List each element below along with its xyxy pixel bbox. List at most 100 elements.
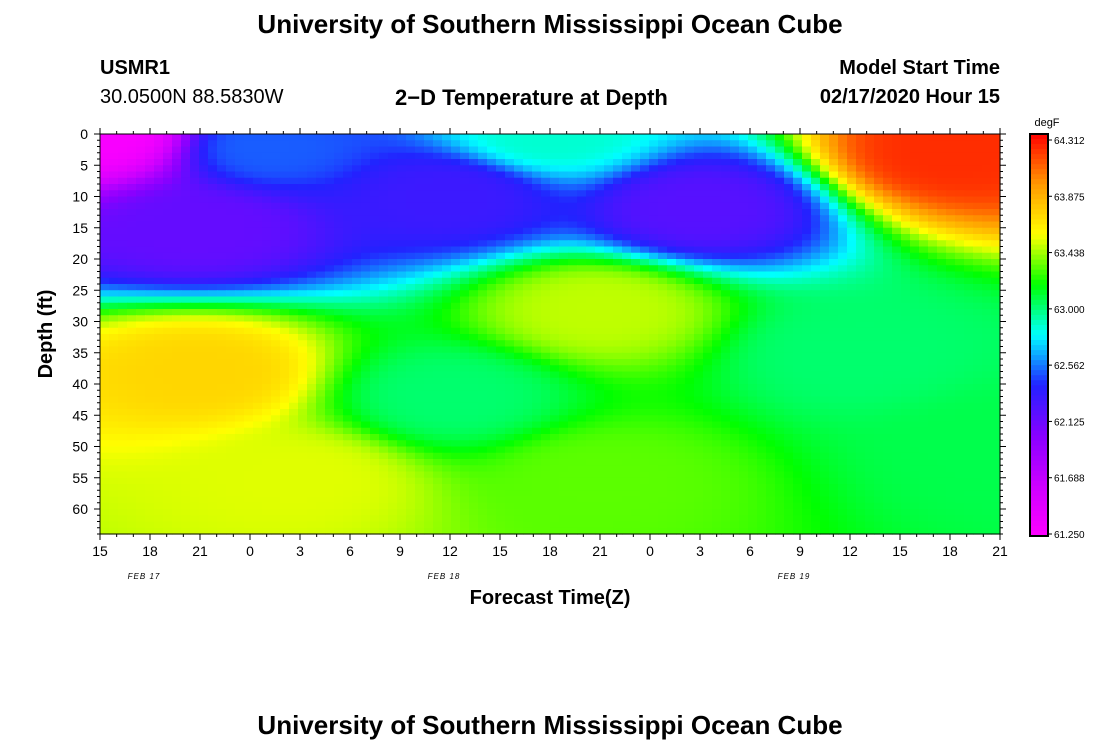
chart-title: University of Southern Mississippi Ocean… bbox=[257, 9, 843, 39]
x-date-label: FEB 17 bbox=[128, 572, 161, 581]
x-tick-label: 9 bbox=[796, 543, 804, 559]
colorbar-segment bbox=[1030, 480, 1048, 487]
colorbar-segment bbox=[1030, 289, 1048, 296]
model-start-value: 02/17/2020 Hour 15 bbox=[819, 86, 1000, 108]
colorbar-segment bbox=[1030, 304, 1048, 311]
x-tick-label: 15 bbox=[892, 543, 908, 559]
colorbar-segment bbox=[1030, 139, 1048, 145]
x-tick-label: 18 bbox=[542, 543, 558, 559]
y-tick-label: 35 bbox=[72, 345, 88, 361]
colorbar-segment bbox=[1030, 425, 1048, 432]
colorbar-segment bbox=[1030, 264, 1048, 271]
y-tick-label: 50 bbox=[72, 439, 88, 455]
colorbar-segment bbox=[1030, 284, 1048, 291]
colorbar-segment bbox=[1030, 159, 1048, 165]
colorbar-label: 62.562 bbox=[1054, 361, 1085, 372]
colorbar-segment bbox=[1030, 329, 1048, 336]
x-tick-label: 3 bbox=[296, 543, 304, 559]
footer-title: University of Southern Mississippi Ocean… bbox=[257, 710, 843, 740]
colorbar-segment bbox=[1030, 249, 1048, 256]
x-tick-label: 15 bbox=[492, 543, 508, 559]
colorbar-segment bbox=[1030, 390, 1048, 396]
colorbar-segment bbox=[1030, 194, 1048, 200]
colorbar-segment bbox=[1030, 189, 1048, 195]
y-tick-label: 45 bbox=[72, 407, 88, 423]
x-tick-label: 6 bbox=[346, 543, 354, 559]
colorbar-segment bbox=[1030, 340, 1048, 346]
y-tick-label: 20 bbox=[72, 251, 88, 267]
colorbar-segment bbox=[1030, 395, 1048, 401]
colorbar-segment bbox=[1030, 365, 1048, 371]
colorbar-segment bbox=[1030, 505, 1048, 512]
colorbar-segment bbox=[1030, 204, 1048, 210]
x-tick-label: 21 bbox=[192, 543, 208, 559]
colorbar-segment bbox=[1030, 214, 1048, 221]
colorbar-segment bbox=[1030, 385, 1048, 391]
x-tick-label: 12 bbox=[442, 543, 458, 559]
model-start-label: Model Start Time bbox=[839, 57, 1000, 79]
y-tick-label: 5 bbox=[80, 157, 88, 173]
colorbar-segment bbox=[1030, 355, 1048, 361]
x-date-label: FEB 18 bbox=[428, 572, 461, 581]
axes: 15 18 21 0 3 6 9 12 15 18 21 0 3 6 9 12 15 18 21 FEB 17 FEB … bbox=[72, 126, 1008, 581]
colorbar-segment bbox=[1030, 450, 1048, 457]
y-tick-label: 25 bbox=[72, 282, 88, 298]
y-tick-label: 40 bbox=[72, 376, 88, 392]
colorbar-segment bbox=[1030, 234, 1048, 241]
colorbar-unit: degF bbox=[1034, 117, 1059, 129]
colorbar-segment bbox=[1030, 400, 1048, 406]
colorbar-segment bbox=[1030, 440, 1048, 447]
colorbar-segment bbox=[1030, 324, 1048, 331]
colorbar-segment bbox=[1030, 299, 1048, 306]
y-tick-label: 60 bbox=[72, 501, 88, 517]
station-id: USMR1 bbox=[100, 57, 171, 79]
x-tick-label: 9 bbox=[396, 543, 404, 559]
colorbar-segment bbox=[1030, 179, 1048, 185]
x-tick-label: 3 bbox=[696, 543, 704, 559]
y-tick-label: 0 bbox=[80, 126, 88, 142]
colorbar-label: 63.438 bbox=[1054, 249, 1085, 260]
colorbar-label: 63.000 bbox=[1054, 305, 1085, 316]
colorbar-segment bbox=[1030, 229, 1048, 236]
x-tick-label: 21 bbox=[592, 543, 608, 559]
colorbar-segment bbox=[1030, 380, 1048, 386]
colorbar-segment bbox=[1030, 219, 1048, 226]
colorbar-segment bbox=[1030, 460, 1048, 467]
colorbar-frame bbox=[1029, 133, 1049, 537]
colorbar-label: 61.688 bbox=[1054, 474, 1085, 485]
y-tick-label: 30 bbox=[72, 314, 88, 330]
colorbar-segment bbox=[1030, 360, 1048, 366]
colorbar-segment bbox=[1030, 500, 1048, 507]
colorbar-segment bbox=[1030, 269, 1048, 276]
x-date-label: FEB 19 bbox=[778, 572, 811, 581]
colorbar-label: 63.875 bbox=[1054, 192, 1085, 203]
colorbar-segment bbox=[1030, 435, 1048, 442]
colorbar-segment bbox=[1030, 345, 1048, 351]
colorbar-segment bbox=[1030, 510, 1048, 517]
colorbar-segment bbox=[1030, 405, 1048, 411]
y-tick-label: 10 bbox=[72, 189, 88, 205]
colorbar-segment bbox=[1030, 199, 1048, 205]
colorbar-segment bbox=[1030, 350, 1048, 356]
colorbar-segment bbox=[1030, 520, 1048, 527]
x-tick-label: 0 bbox=[646, 543, 654, 559]
colorbar-segment bbox=[1030, 430, 1048, 437]
colorbar-segment bbox=[1030, 525, 1048, 532]
x-tick-label: 0 bbox=[246, 543, 254, 559]
colorbar-segment bbox=[1030, 149, 1048, 155]
colorbar-label: 61.250 bbox=[1054, 530, 1085, 541]
x-tick-label: 6 bbox=[746, 543, 754, 559]
colorbar-segment bbox=[1030, 475, 1048, 482]
colorbar-segment bbox=[1030, 134, 1048, 140]
colorbar-segment bbox=[1030, 420, 1048, 427]
colorbar-segment bbox=[1030, 224, 1048, 231]
colorbar-segment bbox=[1030, 410, 1048, 417]
colorbar-segment bbox=[1030, 495, 1048, 502]
colorbar-segment bbox=[1030, 465, 1048, 472]
colorbar-segment bbox=[1030, 209, 1048, 216]
colorbar-segment bbox=[1030, 375, 1048, 381]
colorbar-segment bbox=[1030, 174, 1048, 180]
colorbar-segment bbox=[1030, 445, 1048, 452]
colorbar-segment bbox=[1030, 530, 1048, 537]
